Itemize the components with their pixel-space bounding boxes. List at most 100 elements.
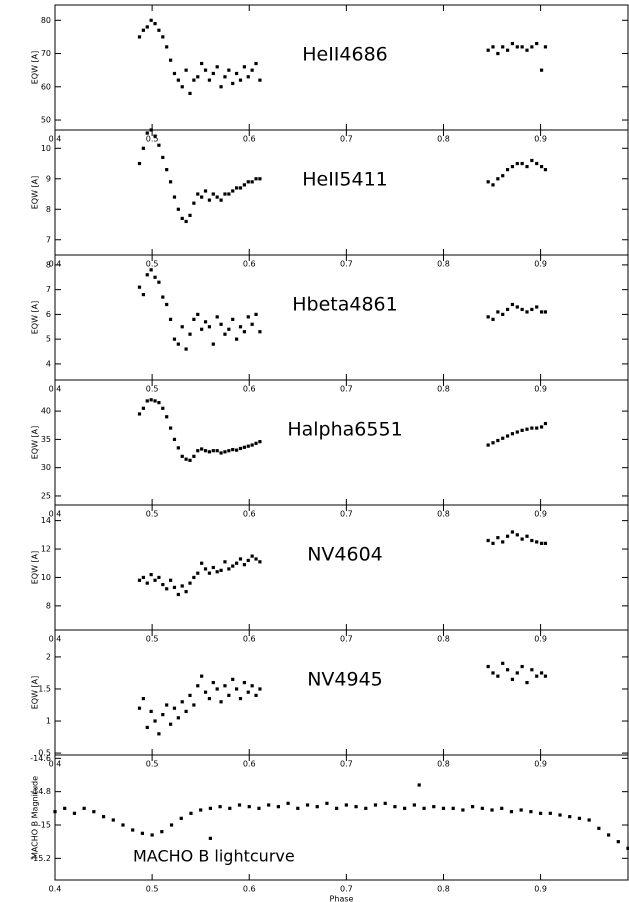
data-point — [235, 561, 239, 565]
data-point — [157, 575, 161, 580]
panel-title: Halpha6551 — [287, 419, 402, 441]
data-point — [335, 806, 339, 810]
data-point — [491, 541, 495, 545]
data-point — [315, 805, 319, 809]
x-tick-label: 0.7 — [340, 135, 353, 144]
y-tick-label: 9 — [46, 174, 51, 183]
y-tick-label: 8 — [46, 260, 51, 269]
data-point — [525, 164, 529, 169]
x-tick-label: 0.6 — [243, 260, 256, 269]
data-point — [223, 332, 227, 336]
data-point — [184, 709, 188, 714]
data-point — [223, 450, 227, 454]
x-tick-label: 0.8 — [437, 385, 450, 394]
y-tick-label: 70 — [41, 49, 51, 58]
data-point — [141, 575, 145, 580]
data-point — [486, 664, 490, 669]
data-point — [491, 45, 495, 49]
x-tick-label: 0.8 — [437, 885, 450, 894]
data-point — [219, 451, 223, 455]
y-tick-label: 50 — [41, 116, 51, 125]
data-point — [403, 806, 407, 810]
data-point — [373, 803, 378, 807]
data-point — [530, 668, 534, 672]
data-point — [184, 219, 188, 224]
data-point — [149, 573, 153, 577]
data-point — [519, 808, 523, 812]
data-point — [218, 805, 222, 809]
data-point — [606, 833, 611, 837]
data-point — [176, 207, 180, 211]
x-tick-label: 0.5 — [146, 760, 159, 769]
data-point — [231, 447, 235, 452]
data-point — [207, 450, 212, 454]
data-point — [223, 684, 227, 688]
data-point — [137, 35, 142, 39]
data-point — [161, 713, 165, 717]
x-tick-label: 0.7 — [340, 260, 353, 269]
data-point — [172, 71, 177, 76]
data-point — [486, 443, 490, 447]
x-tick-label: 0.6 — [243, 885, 256, 894]
y-tick-label: 2 — [46, 652, 51, 661]
data-point — [196, 75, 200, 79]
data-point — [510, 164, 515, 169]
y-tick-label: 60 — [41, 82, 51, 91]
y-tick-label: 35 — [41, 435, 51, 444]
x-tick-label: 0.5 — [146, 635, 159, 644]
data-point — [150, 833, 154, 837]
x-tick-label: 0.7 — [340, 760, 353, 769]
data-point — [568, 815, 572, 819]
data-point — [137, 706, 142, 710]
data-point — [176, 592, 180, 597]
data-point — [168, 58, 173, 62]
data-point — [168, 426, 173, 430]
data-point — [577, 816, 582, 820]
x-tick-label: 0.9 — [534, 635, 547, 644]
data-point — [254, 312, 258, 317]
data-point — [543, 421, 548, 426]
data-point — [441, 806, 446, 810]
data-point — [490, 808, 494, 812]
data-point — [535, 305, 539, 309]
y-axis-label: EQW [A] — [31, 51, 40, 85]
data-point — [141, 293, 145, 297]
data-point — [211, 449, 215, 453]
y-tick-label: 14 — [41, 516, 51, 525]
data-point — [515, 305, 519, 309]
data-point — [92, 810, 96, 814]
x-tick-label: 0.6 — [243, 510, 256, 519]
data-point — [101, 815, 106, 819]
data-point — [188, 458, 192, 462]
data-point — [168, 722, 173, 726]
data-point — [196, 192, 200, 196]
data-point — [180, 325, 184, 329]
data-point — [520, 428, 524, 432]
x-tick-label: 0.8 — [437, 760, 450, 769]
data-point — [141, 28, 145, 32]
data-point — [231, 317, 235, 321]
data-point — [257, 806, 261, 810]
data-point — [539, 425, 544, 429]
data-point — [141, 146, 145, 150]
y-tick-label: 8 — [46, 205, 51, 214]
y-tick-label: 7 — [46, 285, 51, 294]
data-point — [520, 45, 524, 49]
data-point — [231, 189, 235, 193]
data-point — [246, 444, 250, 448]
data-point — [246, 75, 250, 79]
data-point — [219, 198, 223, 202]
data-point — [200, 61, 204, 66]
data-point — [510, 530, 515, 534]
x-tick-label: 0.9 — [534, 135, 547, 144]
y-tick-label: -14.8 — [30, 787, 51, 796]
data-point — [235, 687, 239, 691]
data-point — [587, 818, 591, 822]
data-point — [165, 703, 169, 707]
data-point — [461, 808, 465, 812]
data-point — [539, 68, 544, 72]
y-tick-label: 10 — [41, 573, 51, 582]
data-point — [137, 161, 142, 166]
data-point — [305, 803, 310, 807]
